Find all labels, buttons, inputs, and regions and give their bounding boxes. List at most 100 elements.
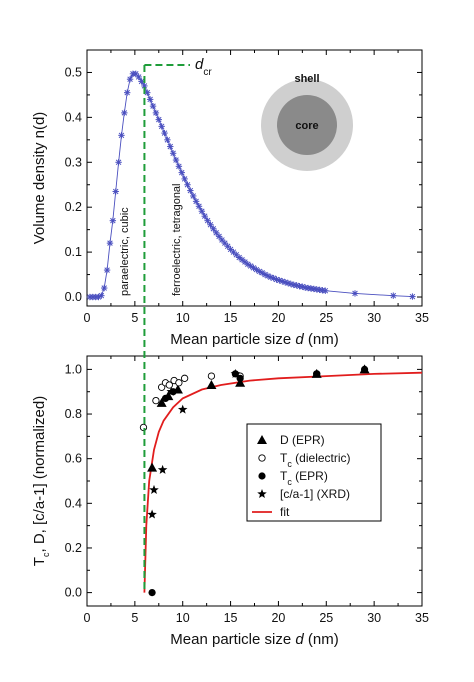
y-tick-label: 0.6 (65, 452, 82, 466)
marker-stroke (239, 256, 245, 263)
marker-stroke (210, 225, 217, 232)
marker-stroke (196, 203, 202, 210)
data-point (152, 396, 160, 405)
marker-stroke (409, 293, 416, 300)
marker-stroke (112, 188, 119, 195)
legend-label: Tc (EPR) (280, 469, 328, 487)
marker-stroke (322, 287, 329, 294)
data-point (147, 509, 157, 519)
volume-density-point (126, 75, 134, 83)
x-tick-label: 15 (224, 311, 238, 325)
legend-label-main: T (280, 469, 288, 483)
volume-density-point (207, 221, 214, 228)
volume-density-point (184, 181, 191, 188)
legend-label-sub: c (287, 459, 292, 469)
marker-stroke (222, 240, 228, 246)
legend-label: D (EPR) (280, 433, 325, 447)
marker-stroke (147, 96, 153, 103)
volume-density-point (112, 188, 119, 195)
marker-stroke (110, 217, 116, 224)
y-axis-label: Tc, D, [c/a-1] (normalized) (31, 396, 51, 566)
data-point (206, 380, 217, 390)
marker-stroke (164, 137, 171, 143)
volume-density-point (152, 109, 160, 117)
marker-stroke (233, 252, 240, 258)
marker-stroke (138, 78, 145, 85)
volume-density-point (149, 102, 157, 110)
core-label: core (295, 120, 318, 132)
ferroelectric-label: ferroelectric, tetragonal (171, 184, 183, 297)
y-tick-label: 0.5 (65, 65, 82, 79)
marker-stroke (236, 254, 242, 261)
marker-stroke (193, 198, 199, 205)
y-tick-label: 0.8 (65, 407, 82, 421)
marker-stroke (259, 270, 265, 276)
x-tick-label: 25 (319, 311, 333, 325)
marker-stroke (104, 267, 110, 273)
x-axis-label-suffix: (nm) (304, 331, 339, 348)
data-point (148, 589, 156, 597)
volume-density-point (221, 239, 229, 247)
dcr-label: dcr (195, 56, 212, 78)
y-axis-label-rest: , D, [c/a-1] (normalized) (31, 396, 48, 553)
marker-stroke (118, 132, 125, 139)
marker-stroke (161, 130, 168, 136)
data-point (313, 370, 321, 378)
volume-density-point (201, 212, 208, 220)
marker-stroke (144, 89, 151, 96)
legend-label-main: T (280, 451, 288, 465)
volume-density-point (322, 287, 329, 294)
marker-stroke (299, 283, 306, 290)
marker-stroke (153, 110, 159, 116)
volume-density-point (101, 284, 108, 292)
volume-density-point (351, 290, 359, 297)
data-point (175, 379, 183, 387)
y-tick-label: 0.2 (65, 200, 82, 214)
volume-density-point (135, 73, 142, 81)
volume-density-point (190, 192, 197, 200)
volume-density-point (233, 251, 240, 258)
y-tick-label: 0.2 (65, 541, 82, 555)
marker-stroke (190, 193, 196, 199)
x-tick-label: 5 (131, 611, 138, 625)
marker-stroke (216, 233, 222, 240)
data-point (177, 404, 188, 414)
core-circle (277, 95, 337, 155)
marker-stroke (173, 157, 179, 163)
x-axis-label-prefix: Mean particle size (170, 631, 295, 648)
volume-density-point (187, 187, 194, 194)
marker-stroke (184, 181, 191, 188)
marker-stroke (158, 123, 165, 130)
volume-density-point (109, 217, 117, 224)
data-point (165, 381, 173, 389)
legend-swatch (258, 472, 266, 480)
marker-stroke (245, 261, 251, 267)
volume-density-point (103, 266, 111, 274)
volume-density-point (115, 159, 122, 166)
x-tick-label: 25 (319, 611, 333, 625)
marker-stroke (133, 71, 139, 77)
marker-stroke (170, 150, 176, 157)
volume-density-point (98, 292, 105, 299)
volume-density-point (409, 293, 416, 300)
volume-density-point (215, 233, 223, 240)
marker-stroke (253, 266, 260, 273)
marker-stroke (352, 290, 358, 297)
marker-stroke (121, 110, 128, 116)
x-tick-label: 10 (176, 311, 190, 325)
volume-density-point (195, 203, 203, 210)
data-point (147, 462, 158, 472)
x-axis-label-prefix: Mean particle size (170, 331, 295, 348)
top-panel: 0 5 10 15 20 25 30 35 0.0 0.1 0.2 0.3 0.4 0.5 Mean par… (31, 49, 429, 348)
y-axis-label-main: T (31, 557, 48, 566)
y-tick-label: 0.4 (65, 496, 82, 510)
marker-stroke (270, 275, 277, 281)
volume-density-point (181, 175, 188, 183)
marker-stroke (227, 246, 234, 253)
legend: D (EPR)Tc (dielectric)Tc (EPR)[c/a-1] (X… (246, 423, 382, 522)
volume-density-point (161, 129, 168, 137)
volume-density-point (106, 239, 114, 247)
marker-stroke (219, 237, 225, 243)
marker-stroke (181, 176, 188, 182)
volume-density-point (175, 163, 183, 170)
